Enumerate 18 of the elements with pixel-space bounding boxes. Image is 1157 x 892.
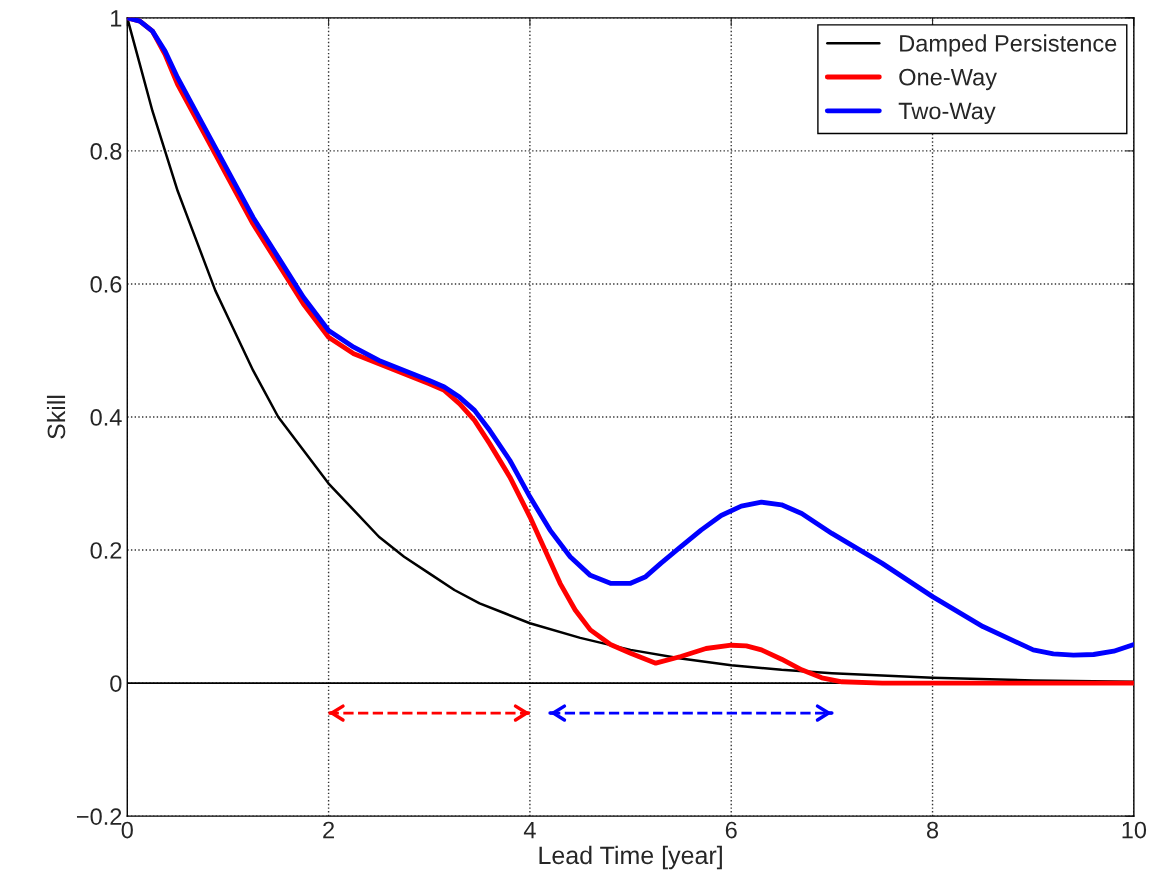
- legend-label: Two-Way: [898, 102, 996, 125]
- y-tick-label: 0.2: [90, 542, 122, 559]
- legend-label: Damped Persistence: [900, 34, 1117, 57]
- y-tick-label: 0.4: [90, 409, 122, 426]
- y-axis-title: Skill: [46, 395, 66, 439]
- x-tick-label: 0: [121, 821, 133, 839]
- x-tick-label: 8: [927, 821, 939, 839]
- x-tick-label: 2: [323, 821, 334, 839]
- x-tick-label: 4: [523, 821, 536, 839]
- y-tick-label: 0.8: [90, 142, 122, 160]
- y-tick-label: −0.2: [76, 808, 122, 825]
- legend-label: One-Way: [899, 68, 997, 91]
- x-axis-title: Lead Time [year]: [539, 845, 722, 870]
- y-tick-label: 1: [111, 10, 122, 27]
- y-tick-label: 0.6: [90, 276, 122, 293]
- x-tick-label: 10: [1122, 821, 1147, 839]
- y-tick-label: 0: [110, 675, 122, 692]
- x-tick-label: 6: [725, 821, 737, 839]
